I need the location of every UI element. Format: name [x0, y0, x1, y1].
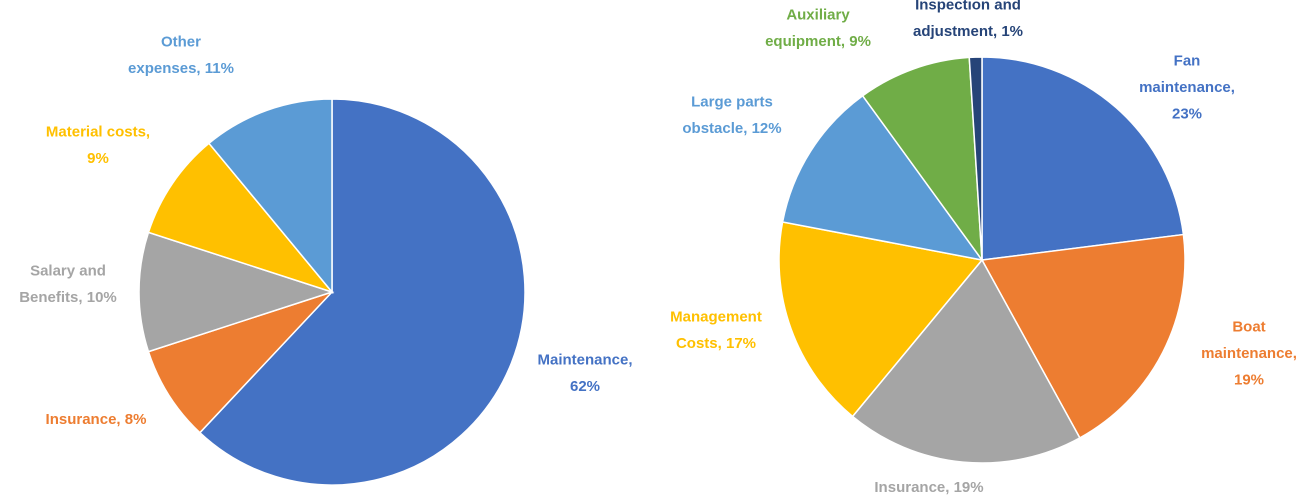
data-label: 23% [1172, 105, 1202, 122]
data-label: Boat [1232, 318, 1265, 335]
data-label: maintenance, [1201, 345, 1297, 362]
data-label: equipment, 9% [765, 33, 871, 50]
data-label: Insurance, 8% [46, 411, 147, 428]
pie-slice [980, 233, 1186, 439]
pie-slice [198, 98, 526, 486]
data-label: Fan [1174, 52, 1201, 69]
data-label: Insurance, 19% [874, 479, 983, 496]
data-label: 19% [1234, 371, 1264, 388]
pie-slice [138, 231, 335, 353]
pie-slice [861, 56, 983, 263]
pie-slice [968, 56, 983, 261]
pie-slice [147, 291, 333, 434]
data-label: Material costs, [46, 124, 150, 141]
data-label: Benefits, 10% [19, 289, 117, 306]
data-label: Large parts [691, 94, 773, 111]
data-label: Costs, 17% [676, 335, 756, 352]
data-label: 9% [87, 150, 109, 167]
data-label: expenses, 11% [128, 60, 234, 77]
data-label: Other [161, 34, 201, 51]
data-label: Auxiliary [786, 7, 850, 24]
data-label: maintenance, [1139, 79, 1235, 96]
pie-slice [781, 94, 984, 262]
data-label: Inspection and [915, 0, 1021, 14]
pie-slice [851, 258, 1081, 464]
data-label: obstacle, 12% [682, 120, 781, 137]
pie-slice [981, 56, 1185, 261]
data-label: 62% [570, 378, 600, 395]
data-label: Management [670, 309, 762, 326]
pie-slice [778, 221, 984, 418]
data-label: Maintenance, [537, 352, 632, 369]
pie-slice [147, 142, 335, 294]
data-label: Salary and [30, 263, 106, 280]
pie-slice [207, 98, 333, 295]
data-label: adjustment, 1% [913, 23, 1023, 40]
